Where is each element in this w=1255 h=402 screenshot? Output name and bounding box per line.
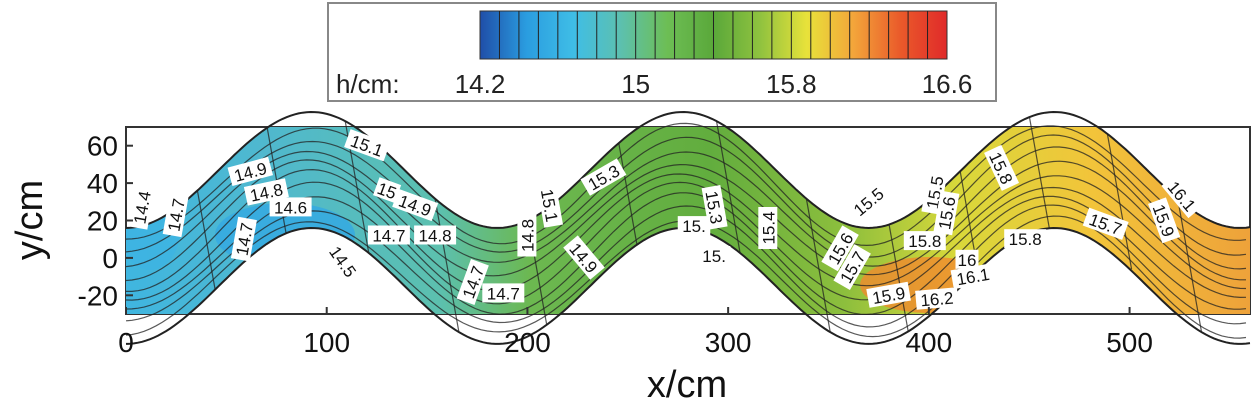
contour-label: 14.7	[367, 225, 410, 246]
channel-left-bank	[125, 110, 1251, 230]
y-tick-label: 0	[102, 243, 118, 274]
colorbar-tick-label: 15.8	[766, 69, 817, 99]
y-axis-label: y/cm	[9, 180, 51, 260]
svg-text:15.8: 15.8	[1009, 230, 1042, 249]
svg-text:15.4: 15.4	[759, 211, 778, 244]
svg-text:16: 16	[958, 251, 977, 270]
contour-labels: 14.4 14.714.914.814.714.615.11514.914.514…	[128, 129, 1203, 311]
contour-label: 15.6	[933, 190, 960, 236]
colorbar-tick-label: 14.2	[455, 69, 506, 99]
y-axis-ticks: 60 40 20 0 -20	[78, 131, 133, 311]
contour-label: 14.6	[269, 197, 312, 217]
svg-text:14.7: 14.7	[487, 284, 520, 303]
contour-line	[126, 122, 1247, 247]
contour-line	[126, 134, 1247, 258]
x-tick-label: 100	[303, 327, 350, 358]
contour-line	[886, 211, 912, 344]
contour-label: 14.8	[517, 214, 537, 257]
contour-line	[1106, 134, 1133, 270]
contour-label: 15.4	[758, 207, 778, 249]
contour-label: 15.	[697, 246, 731, 266]
y-tick-label: 40	[87, 168, 118, 199]
contour-label: 14.5	[323, 238, 364, 284]
svg-text:14.6: 14.6	[274, 198, 307, 217]
svg-text:14.8: 14.8	[419, 227, 452, 246]
y-tick-label: -20	[78, 280, 118, 311]
contour-line	[434, 198, 460, 334]
x-tick-label: 400	[905, 327, 952, 358]
contour-label: 15.9	[1148, 197, 1181, 244]
svg-text:16.2: 16.2	[920, 289, 955, 311]
colorbar-tick-label: 16.6	[922, 69, 973, 99]
svg-text:15.: 15.	[702, 247, 726, 266]
svg-text:15.: 15.	[682, 217, 706, 236]
x-tick-label: 300	[705, 327, 752, 358]
contour-label: 14.7	[482, 283, 525, 303]
contour-line	[263, 112, 290, 248]
colorbar-tick-label: 15	[621, 69, 650, 99]
channel-right-bank	[125, 226, 1251, 345]
contour-line	[126, 204, 1247, 328]
contour-label: 16	[955, 249, 979, 270]
contour-line	[805, 198, 832, 334]
x-tick-label: 0	[118, 327, 134, 358]
contour-line	[126, 168, 1247, 292]
contour-label: 16.2	[915, 287, 959, 311]
contour-line	[126, 159, 1246, 282]
contour-line	[715, 118, 741, 254]
contour-line	[126, 192, 1247, 316]
y-tick-label: 60	[87, 131, 118, 162]
colorbar-legend: h/cm: 14.2 15 15.8 16.6	[327, 2, 997, 102]
contour-line	[126, 146, 1247, 270]
x-tick-label: 200	[504, 327, 551, 358]
plot-area: 14.4 14.714.914.814.714.615.11514.914.514…	[125, 110, 1251, 345]
svg-text:14.4: 14.4	[130, 190, 154, 226]
contour-line	[615, 126, 641, 261]
x-tick-label: 500	[1106, 327, 1153, 358]
colorbar-level-lines	[498, 11, 929, 59]
svg-text:14.8: 14.8	[518, 219, 537, 252]
contour-label: 15.5	[846, 180, 891, 223]
contour-lines	[126, 112, 1247, 344]
colorbar-label: h/cm:	[336, 69, 400, 99]
contour-label: 14.8	[414, 225, 457, 246]
contour-label: 16.1	[950, 263, 996, 289]
contour-label: 14.4	[128, 184, 155, 230]
contour-label: 15.8	[903, 231, 946, 251]
contour-label: 14.7	[162, 192, 189, 238]
colorbar-ticks: 14.2 15 15.8 16.6	[455, 69, 973, 99]
contour-label: 15.8	[1004, 229, 1047, 249]
contour-line	[193, 172, 219, 308]
svg-text:14.7: 14.7	[372, 227, 405, 246]
contour-line	[126, 181, 1247, 305]
x-axis-label: x/cm	[647, 364, 727, 402]
contour-label: 15.	[677, 216, 711, 236]
contour-line	[1177, 198, 1203, 334]
x-axis-ticks: 0 100 200 300 400 500	[118, 307, 1153, 358]
y-tick-label: 20	[87, 206, 118, 237]
contour-label: 14.7	[230, 216, 257, 262]
svg-text:15.8: 15.8	[908, 232, 941, 251]
contour-line	[1026, 112, 1052, 240]
